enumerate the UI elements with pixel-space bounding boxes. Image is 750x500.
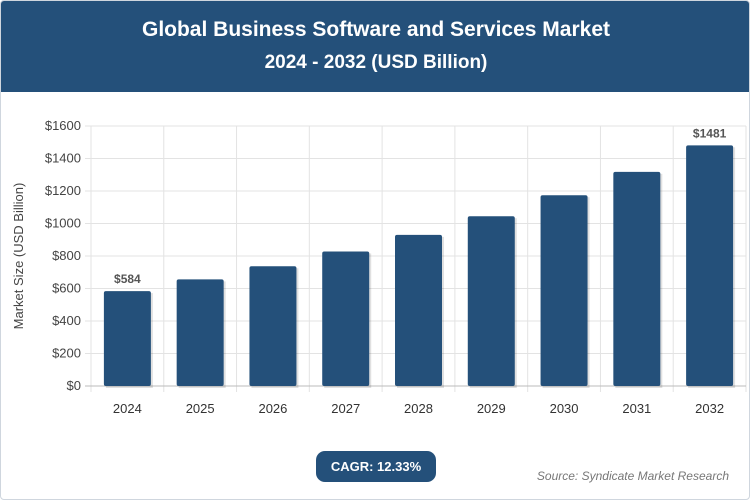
x-tick-label: 2027 — [331, 401, 360, 416]
bar-2030 — [540, 195, 588, 386]
chart-header: Global Business Software and Services Ma… — [1, 1, 749, 92]
y-axis-label: Market Size (USD Billion) — [11, 183, 26, 330]
bar-2029 — [467, 216, 515, 386]
y-tick-label: $1600 — [45, 118, 81, 133]
y-tick-label: $1200 — [45, 183, 81, 198]
chart-title: Global Business Software and Services Ma… — [141, 18, 610, 41]
y-tick-label: $1000 — [45, 216, 81, 231]
x-tick-label: 2025 — [186, 401, 215, 416]
bar-2028 — [395, 234, 442, 386]
cagr-badge: CAGR: 12.33% — [316, 451, 436, 482]
bar-2032 — [686, 145, 734, 386]
data-label: $1481 — [693, 126, 727, 140]
x-tick-label: 2029 — [477, 401, 506, 416]
y-tick-label: $0 — [67, 378, 81, 393]
x-tick-label: 2030 — [550, 401, 579, 416]
chart-subtitle: 2024 - 2032 (USD Billion) — [264, 52, 488, 73]
bar-2025 — [176, 279, 224, 386]
bar-2027 — [322, 251, 370, 386]
y-tick-label: $200 — [52, 346, 81, 361]
y-tick-label: $600 — [52, 281, 81, 296]
bar-2024 — [103, 291, 151, 386]
x-tick-label: 2026 — [258, 401, 287, 416]
bar-2031 — [613, 171, 661, 386]
source-note: Source: Syndicate Market Research — [536, 469, 729, 483]
x-tick-label: 2028 — [404, 401, 433, 416]
y-tick-label: $400 — [52, 313, 81, 328]
x-tick-label: 2031 — [622, 401, 651, 416]
data-label: $584 — [114, 272, 141, 286]
y-tick-label: $1400 — [45, 151, 81, 166]
y-tick-label: $800 — [52, 248, 81, 263]
bar-2026 — [249, 266, 297, 386]
x-tick-label: 2024 — [113, 401, 142, 416]
x-tick-label: 2032 — [695, 401, 724, 416]
